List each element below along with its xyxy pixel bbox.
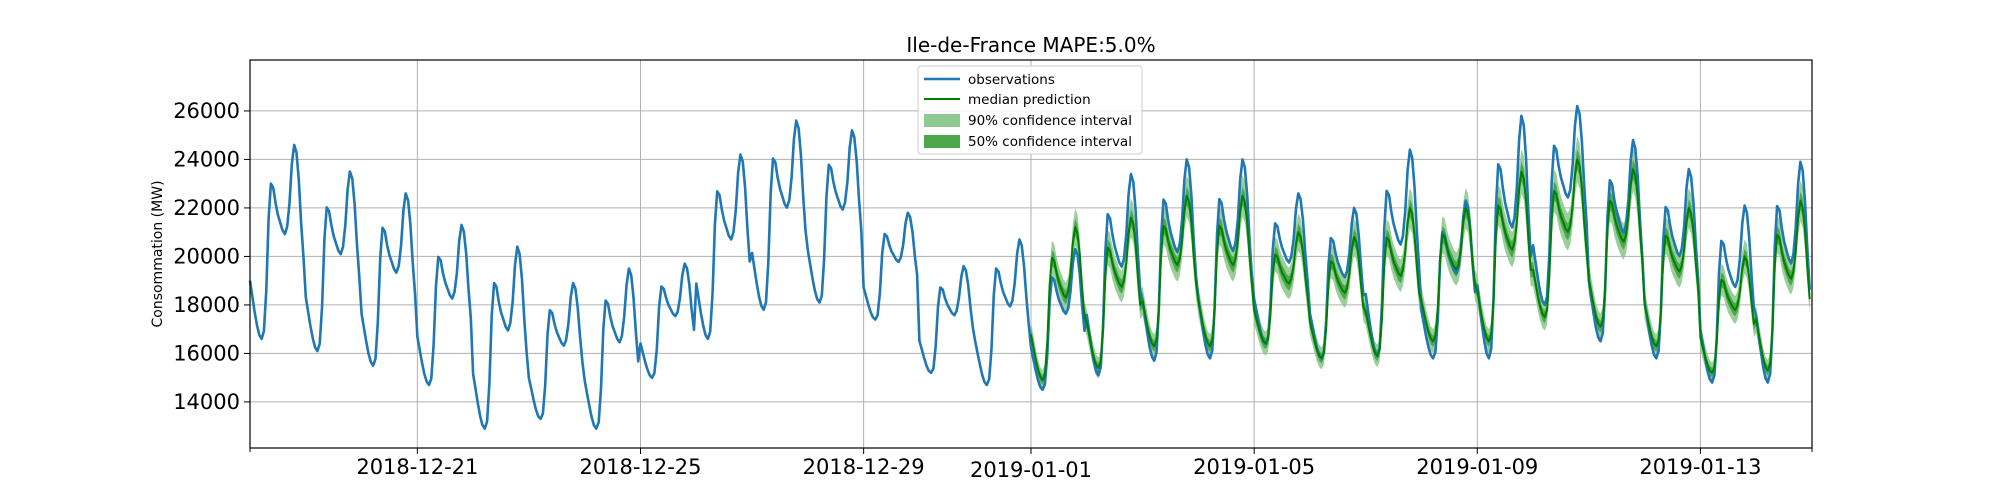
- tick-label-x-2019-01-09: 2019-01-09: [1416, 455, 1538, 479]
- observations-line: [248, 104, 1811, 430]
- series-lines: [248, 104, 1811, 430]
- tick-label-y-20000: 20000: [173, 244, 240, 268]
- legend-observations-label: observations: [968, 72, 1055, 88]
- y-axis-label: Consommation (MW): [150, 180, 166, 327]
- legend-median-label: median prediction: [968, 92, 1091, 108]
- legend-ci50-label: 50% confidence interval: [968, 134, 1132, 150]
- tick-label-y-18000: 18000: [173, 293, 240, 317]
- legend-ci50-swatch: [924, 135, 960, 148]
- chart-title: Ile-de-France MAPE:5.0%: [906, 33, 1155, 57]
- legend-frame: [917, 65, 1143, 155]
- tick-label-y-16000: 16000: [173, 341, 240, 365]
- tick-label-y-22000: 22000: [173, 196, 240, 220]
- tick-label-y-26000: 26000: [173, 99, 240, 123]
- legend: observations median prediction 90% confi…: [917, 65, 1143, 155]
- tick-label-y-24000: 24000: [173, 147, 240, 171]
- ticks: 14000 16000 18000 20000 22000 24000 26000 2018-…: [173, 99, 1813, 482]
- tick-label-x-2018-12-29: 2018-12-29: [803, 455, 925, 479]
- tick-label-x-2019-01-01: 2019-01-01: [970, 458, 1092, 482]
- tick-label-x-2019-01-13: 2019-01-13: [1639, 455, 1761, 479]
- tick-label-y-14000: 14000: [173, 390, 240, 414]
- tick-label-x-2018-12-21: 2018-12-21: [356, 455, 478, 479]
- legend-ci90-label: 90% confidence interval: [968, 113, 1132, 129]
- median-prediction-line: [1030, 158, 1811, 382]
- tick-label-x-2019-01-05: 2019-01-05: [1193, 455, 1315, 479]
- legend-ci90-swatch: [924, 114, 960, 127]
- tick-label-x-2018-12-25: 2018-12-25: [579, 455, 701, 479]
